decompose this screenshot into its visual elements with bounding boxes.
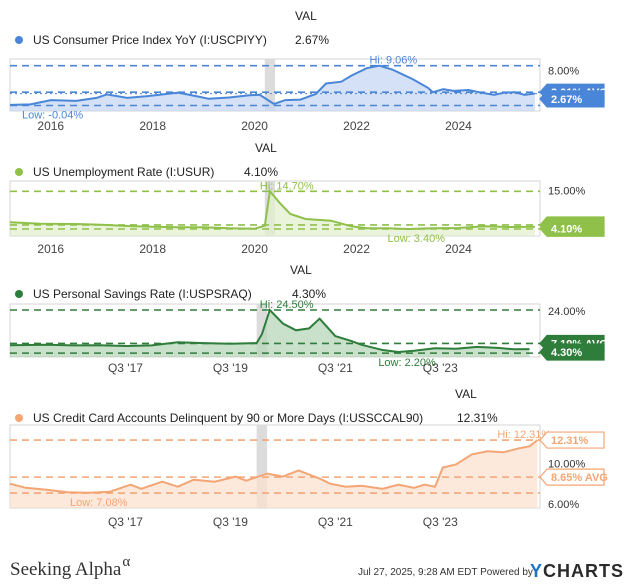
series-line xyxy=(9,439,539,494)
val-header: VAL xyxy=(255,141,277,155)
alpha-mark: α xyxy=(122,554,131,570)
series-value: 4.30% xyxy=(292,287,326,301)
series-area xyxy=(10,65,535,111)
series-value: 2.67% xyxy=(295,33,329,47)
x-tick-label: 2016 xyxy=(37,242,64,256)
current-badge-shape xyxy=(539,90,605,108)
series-area xyxy=(10,191,535,236)
right-axis-label: 8.00% xyxy=(548,65,579,77)
x-tick-label: Q3 '17 xyxy=(108,361,143,375)
x-tick-label: Q3 '21 xyxy=(318,361,353,375)
x-tick-label: 2016 xyxy=(37,119,64,133)
val-header: VAL xyxy=(295,9,317,23)
recession-band xyxy=(264,59,275,111)
ycharts-y: Y xyxy=(530,561,544,581)
low-label: Low: -0.04% xyxy=(22,109,83,121)
avg-badge-text: 8.65% AVG xyxy=(551,472,608,484)
x-tick-label: 2018 xyxy=(139,242,166,256)
current-badge-shape xyxy=(539,219,605,237)
current-badge: 4.30% xyxy=(539,343,605,361)
hi-label: Hi: 9.06% xyxy=(369,55,417,67)
current-badge: 12.31% xyxy=(539,431,605,449)
series-line xyxy=(9,308,530,354)
low-label: Low: 3.40% xyxy=(388,233,446,245)
low-label: Low: 7.08% xyxy=(70,497,128,509)
x-tick-label: 2020 xyxy=(241,119,268,133)
series-name: US Consumer Price Index YoY (I:USCPIYY) xyxy=(33,33,267,47)
series-name: US Unemployment Rate (I:USUR) xyxy=(33,165,214,179)
val-header: VAL xyxy=(290,263,312,277)
x-tick-label: Q3 '23 xyxy=(423,515,458,529)
timestamp: Jul 27, 2025, 9:28 AM EDT Powered by xyxy=(358,567,533,578)
right-axis-label: 24.00% xyxy=(548,306,586,318)
current-badge: 2.67% xyxy=(539,90,605,108)
x-tick-label: Q3 '17 xyxy=(108,515,143,529)
right-axis-label: 6.00% xyxy=(548,499,579,511)
current-badge-text: 12.31% xyxy=(551,435,589,447)
x-tick-label: Q3 '21 xyxy=(318,515,353,529)
current-badge-text: 4.30% xyxy=(551,347,582,359)
x-tick-label: 2020 xyxy=(241,242,268,256)
legend-marker xyxy=(15,36,23,44)
x-tick-label: Q3 '19 xyxy=(213,361,248,375)
right-axis-label: 10.00% xyxy=(548,458,586,470)
ycharts-logo[interactable]: YCHARTS xyxy=(530,561,624,582)
recession-band xyxy=(256,304,268,357)
x-tick-label: 2022 xyxy=(343,242,370,256)
series-line xyxy=(9,64,536,106)
x-tick-label: 2018 xyxy=(139,119,166,133)
x-tick-label: Q3 '19 xyxy=(213,515,248,529)
x-tick-label: Q3 '23 xyxy=(423,361,458,375)
current-badge-text: 4.10% xyxy=(551,223,582,235)
hi-label: Hi: 14.70% xyxy=(260,180,314,192)
current-badge: 4.10% xyxy=(539,219,605,237)
legend-marker xyxy=(15,290,23,298)
seeking-alpha-wordmark: Seeking Alpha xyxy=(10,559,122,580)
x-tick-label: 2024 xyxy=(445,242,472,256)
series-value: 12.31% xyxy=(457,411,498,425)
current-badge-shape xyxy=(539,343,605,361)
x-tick-label: 2024 xyxy=(445,119,472,133)
low-label: Low: 2.20% xyxy=(378,357,436,369)
series-area xyxy=(10,310,530,357)
current-badge-shape xyxy=(539,431,605,449)
avg-badge-shape xyxy=(539,468,605,486)
avg-badge: 8.65% AVG xyxy=(539,468,608,486)
series-area xyxy=(10,440,538,508)
charts-svg: VAL US Consumer Price Index YoY (I:USCPIY… xyxy=(9,9,608,529)
footer: Seeking Alphaα Jul 27, 2025, 9:28 AM EDT… xyxy=(0,553,635,585)
series-name: US Credit Card Accounts Delinquent by 90… xyxy=(33,411,423,425)
ycharts-wordmark: CHARTS xyxy=(543,561,625,581)
seeking-alpha-logo[interactable]: Seeking Alphaα xyxy=(10,554,130,581)
right-axis-label: 15.00% xyxy=(548,185,586,197)
hi-label: Hi: 12.31% xyxy=(497,429,551,441)
recession-band xyxy=(256,425,268,508)
series-value: 4.10% xyxy=(244,165,278,179)
legend-marker xyxy=(15,414,23,422)
hi-label: Hi: 24.50% xyxy=(260,299,314,311)
current-badge-text: 2.67% xyxy=(551,94,582,106)
legend-marker xyxy=(15,168,23,176)
x-tick-label: 2022 xyxy=(343,119,370,133)
val-header: VAL xyxy=(455,387,477,401)
series-name: US Personal Savings Rate (I:USPSRAQ) xyxy=(33,287,252,301)
